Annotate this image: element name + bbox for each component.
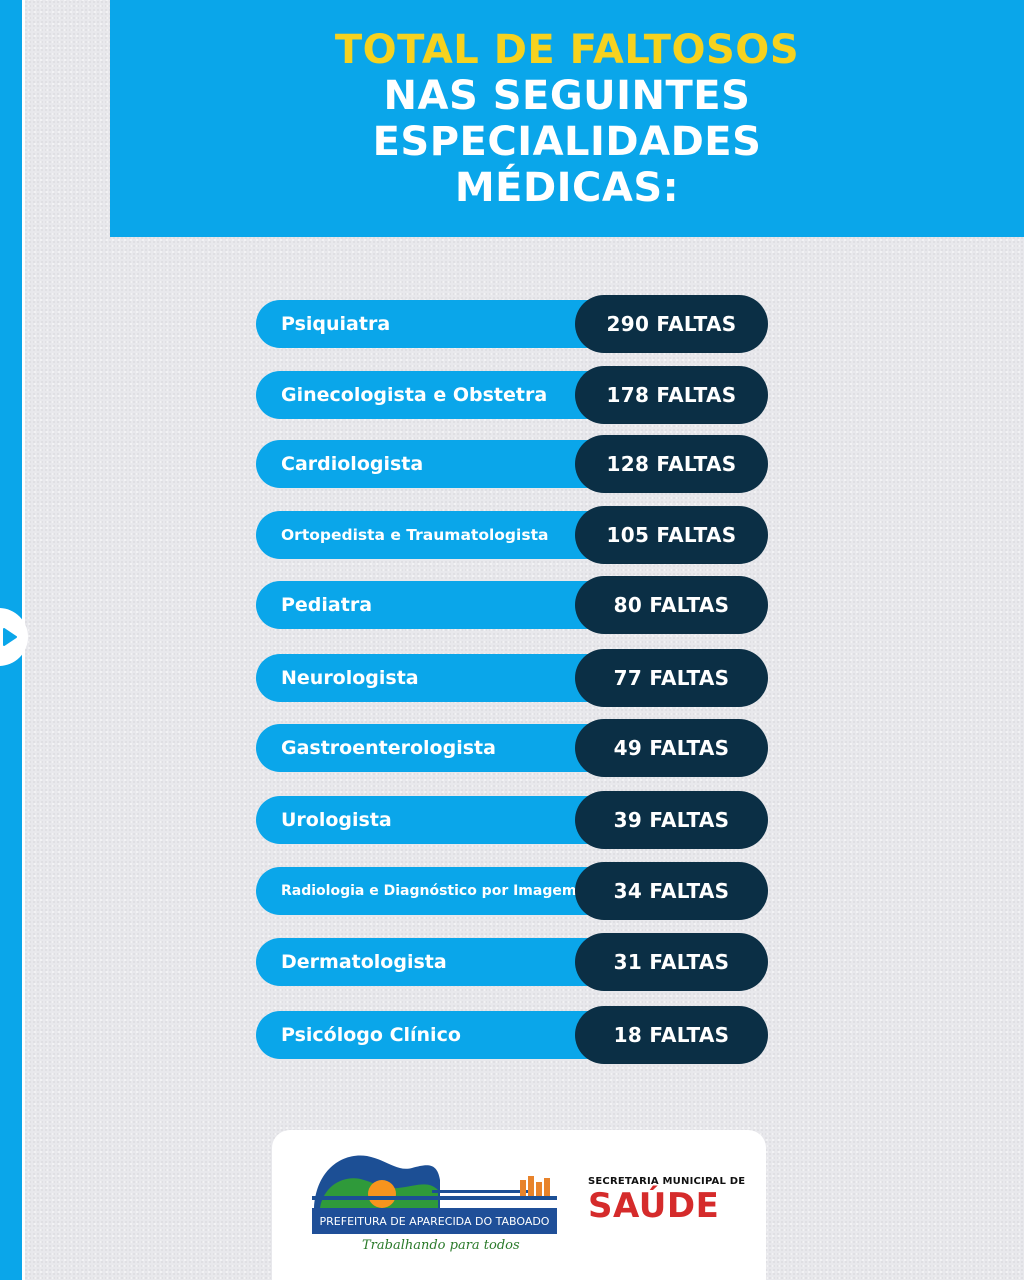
specialty-name: Psiquiatra: [256, 300, 616, 348]
specialty-name: Dermatologista: [256, 938, 616, 986]
specialty-name: Ortopedista e Traumatologista: [256, 511, 616, 559]
secretaria-label: SECRETARIA MUNICIPAL DE: [588, 1176, 746, 1187]
specialty-name: Pediatra: [256, 581, 616, 629]
specialty-name: Cardiologista: [256, 440, 616, 488]
list-item: Ginecologista e Obstetra 178 FALTAS: [256, 366, 768, 424]
specialty-name: Neurologista: [256, 654, 616, 702]
absence-count: 49 FALTAS: [575, 719, 768, 777]
list-item: Dermatologista 31 FALTAS: [256, 933, 768, 991]
absence-count: 77 FALTAS: [575, 649, 768, 707]
absence-count: 128 FALTAS: [575, 435, 768, 493]
absence-count: 31 FALTAS: [575, 933, 768, 991]
specialty-name: Ginecologista e Obstetra: [256, 371, 616, 419]
list-item: Ortopedista e Traumatologista 105 FALTAS: [256, 506, 768, 564]
absence-count: 105 FALTAS: [575, 506, 768, 564]
title-header: TOTAL DE FALTOSOS NAS SEGUINTES ESPECIAL…: [110, 0, 1024, 237]
absence-count: 34 FALTAS: [575, 862, 768, 920]
absence-count: 18 FALTAS: [575, 1006, 768, 1064]
absence-count: 178 FALTAS: [575, 366, 768, 424]
saude-label: SAÚDE: [588, 1186, 720, 1226]
list-item: Neurologista 77 FALTAS: [256, 649, 768, 707]
specialty-name: Radiologia e Diagnóstico por Imagem: [256, 867, 616, 915]
absence-count: 290 FALTAS: [575, 295, 768, 353]
list-item: Cardiologista 128 FALTAS: [256, 435, 768, 493]
title-line-2: NAS SEGUINTES: [383, 72, 751, 119]
list-item: Psiquiatra 290 FALTAS: [256, 295, 768, 353]
specialty-name: Urologista: [256, 796, 616, 844]
absence-count: 39 FALTAS: [575, 791, 768, 849]
list-item: Gastroenterologista 49 FALTAS: [256, 719, 768, 777]
prefeitura-banner: PREFEITURA DE APARECIDA DO TABOADO: [312, 1208, 557, 1234]
specialty-name: Psicólogo Clínico: [256, 1011, 616, 1059]
title-line-3: ESPECIALIDADES: [372, 118, 762, 165]
specialty-name: Gastroenterologista: [256, 724, 616, 772]
title-line-4: MÉDICAS:: [454, 164, 680, 211]
list-item: Radiologia e Diagnóstico por Imagem 34 F…: [256, 862, 768, 920]
list-item: Pediatra 80 FALTAS: [256, 576, 768, 634]
title-line-1: TOTAL DE FALTOSOS: [334, 26, 800, 73]
footer-logos: PREFEITURA DE APARECIDA DO TABOADO Traba…: [272, 1130, 766, 1280]
absence-count: 80 FALTAS: [575, 576, 768, 634]
prefeitura-logo: PREFEITURA DE APARECIDA DO TABOADO Traba…: [312, 1150, 557, 1260]
tagline: Trabalhando para todos: [362, 1238, 520, 1253]
list-item: Psicólogo Clínico 18 FALTAS: [256, 1006, 768, 1064]
list-item: Urologista 39 FALTAS: [256, 791, 768, 849]
landscape-logo-icon: [312, 1155, 557, 1208]
chevron-right-icon: [3, 628, 17, 646]
